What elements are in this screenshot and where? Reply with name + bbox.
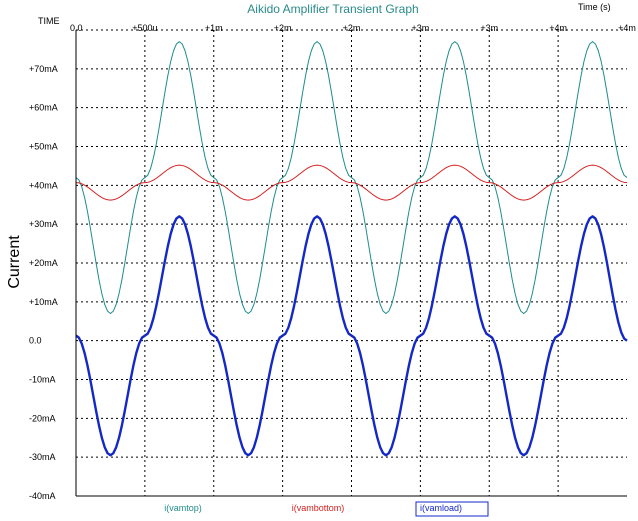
x-tick-label: +2m [274, 23, 292, 33]
y-tick-label: 0.0 [29, 336, 42, 346]
series-line [75, 215, 628, 457]
x-tick-label: +4m [549, 23, 567, 33]
y-tick-label: -30mA [29, 452, 56, 462]
y-tick-label: +30mA [29, 219, 58, 229]
y-tick-label: +40mA [29, 180, 58, 190]
y-axis-label: Current [6, 235, 23, 289]
y-tick-label: +10mA [29, 297, 58, 307]
y-tick-label: +20mA [29, 258, 58, 268]
chart-title: Aikido Amplifier Transient Graph [247, 2, 418, 16]
x-tick-label: +4m [618, 23, 636, 33]
y-tick-label: -10mA [29, 375, 56, 385]
x-axis-label: Time (s) [578, 2, 611, 12]
x-tick-label: +3m [411, 23, 429, 33]
x-axis-name: TIME [38, 16, 60, 26]
legend-entry: i(vamtop) [164, 503, 202, 513]
series-layer [75, 41, 628, 457]
tick-labels: 0.0 +500u +1m +2m +2m +3m +3m +4m +4m +70mA +60mA +… [29, 23, 636, 501]
y-tick-label: -40mA [29, 491, 56, 501]
y-tick-label: -20mA [29, 413, 56, 423]
legend-entry: i(vambottom) [292, 503, 345, 513]
y-tick-label: +70mA [29, 64, 58, 74]
x-tick-label: +500u [132, 23, 157, 33]
plot-frame [75, 29, 627, 497]
y-tick-label: +60mA [29, 103, 58, 113]
x-tick-label: 0.0 [70, 23, 83, 33]
grid-layer [76, 30, 627, 496]
x-tick-label: +2m [343, 23, 361, 33]
legend-selected-box [415, 501, 489, 517]
series-line [75, 164, 628, 201]
legend: i(vamtop) i(vambottom) i(vamload) [164, 501, 489, 517]
series-line [75, 41, 628, 314]
legend-entry: i(vamload) [420, 503, 462, 513]
y-tick-label: +50mA [29, 142, 58, 152]
x-tick-label: +1m [205, 23, 223, 33]
x-tick-label: +3m [480, 23, 498, 33]
